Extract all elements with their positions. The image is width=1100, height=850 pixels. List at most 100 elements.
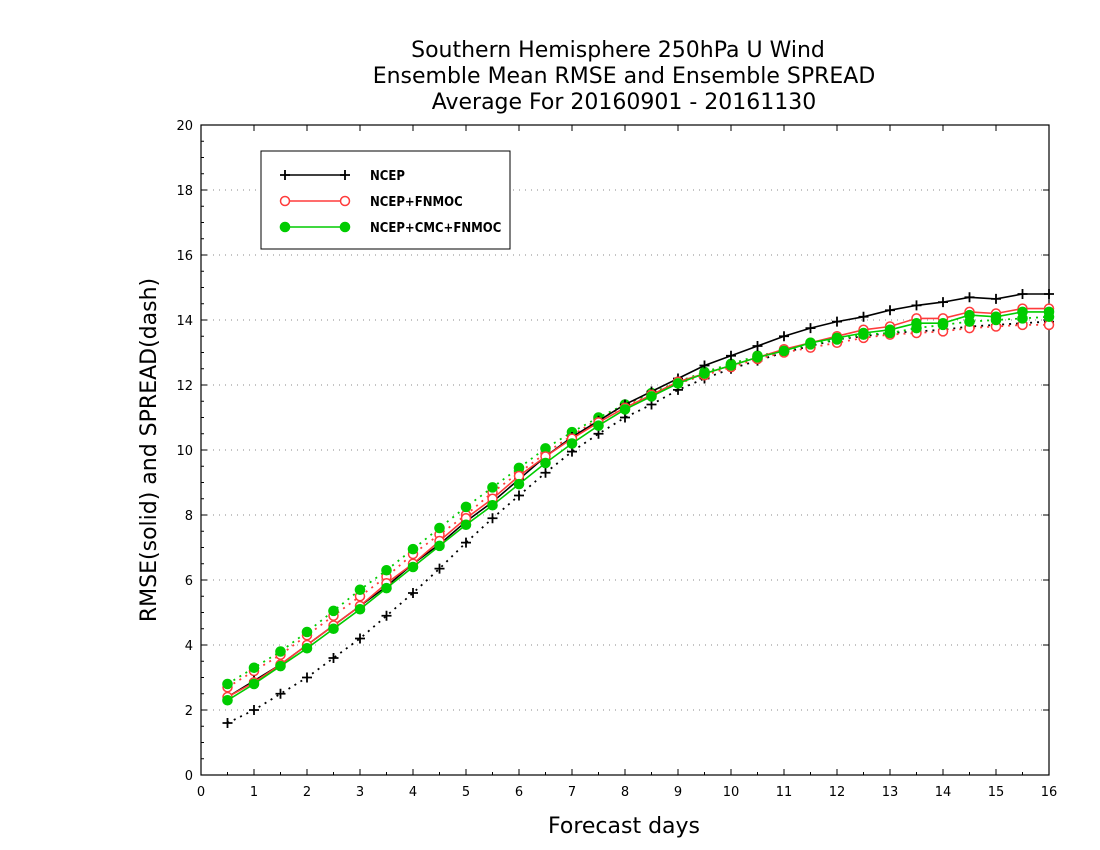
rmse-point [805, 337, 816, 349]
legend-marker-start [279, 195, 291, 207]
rmse-point [434, 540, 445, 552]
rmse-point [328, 623, 339, 635]
x-tick-label: 9 [674, 785, 682, 800]
rmse-point [911, 317, 922, 329]
rmse-point [1017, 289, 1028, 299]
x-axis-label: Forecast days [548, 814, 700, 839]
spread-point [275, 646, 286, 657]
rmse-point [593, 420, 604, 431]
x-tick-label: 0 [197, 785, 205, 800]
y-tick-label: 18 [176, 184, 193, 199]
rmse-line [227, 293, 1049, 698]
rmse-point [672, 378, 684, 389]
y-tick-label: 0 [185, 769, 193, 784]
spread-point [381, 610, 392, 621]
spread-line [227, 315, 1050, 685]
rmse-point [991, 293, 1001, 304]
rmse-point [354, 603, 366, 615]
rmse-point [699, 368, 710, 379]
rmse-point [566, 438, 578, 449]
rmse-point [487, 499, 498, 511]
rmse-point [938, 297, 948, 308]
spread-point [407, 543, 419, 555]
series-ncep-cmc-fnmoc-spread [222, 311, 1055, 690]
rmse-point [964, 309, 975, 321]
spread-point [222, 718, 233, 728]
y-tick-label: 16 [176, 249, 193, 264]
rmse-point [381, 582, 392, 594]
x-tick-label: 4 [409, 785, 417, 800]
rmse-line [227, 307, 1049, 698]
x-tick-label: 11 [776, 785, 793, 800]
rmse-point [1017, 306, 1028, 318]
rmse-point [460, 519, 472, 531]
rmse-point [911, 300, 922, 311]
rmse-point [1044, 289, 1054, 299]
y-tick-label: 4 [185, 639, 193, 654]
chart-title-line-3: Average For 20160901 - 20161130 [432, 90, 817, 115]
rmse-point [858, 311, 869, 322]
rmse-point [222, 694, 233, 706]
series-ncep-cmc-fnmoc-rmse [222, 306, 1055, 706]
spread-point [434, 522, 445, 534]
legend-label-2: NCEP+CMC+FNMOC [370, 221, 501, 236]
rmse-point [248, 678, 260, 690]
rmse-point [805, 323, 816, 334]
rmse-point [1043, 306, 1055, 318]
legend-box [260, 150, 511, 250]
x-tick-label: 5 [462, 785, 470, 800]
y-tick-label: 10 [176, 444, 193, 459]
rmse-point [540, 457, 551, 469]
spread-line [227, 323, 1049, 689]
spread-point [275, 688, 286, 699]
series [222, 289, 1055, 728]
rmse-point [937, 317, 949, 329]
spread-point [487, 513, 498, 524]
series-ncep-fnmoc-rmse [222, 303, 1055, 703]
rmse-point [831, 332, 843, 344]
spread-point [487, 482, 498, 493]
rmse-point [832, 316, 842, 327]
x-tick-label: 1 [250, 785, 258, 800]
spread-point [460, 501, 472, 513]
spread-point [514, 490, 524, 501]
spread-point [408, 588, 418, 598]
spread-point [328, 605, 339, 617]
chart-title-line-1: Southern Hemisphere 250hPa U Wind [411, 38, 825, 63]
series-ncep-spread [222, 316, 1054, 728]
y-tick-label: 6 [185, 574, 193, 589]
x-tick-label: 2 [303, 785, 311, 800]
spread-point [381, 564, 392, 576]
rmse-point [990, 311, 1002, 323]
legend-marker-end [340, 170, 350, 180]
x-tick-label: 15 [988, 785, 1005, 800]
legend-label-0: NCEP [370, 169, 405, 184]
rmse-point [646, 391, 657, 402]
x-tick-label: 6 [515, 785, 523, 800]
x-tick-label: 3 [356, 785, 364, 800]
rmse-point [858, 327, 869, 339]
y-axis-label: RMSE(solid) and SPREAD(dash) [137, 278, 162, 622]
x-tick-label: 8 [621, 785, 629, 800]
spread-point [540, 467, 551, 478]
spread-point [354, 584, 366, 596]
spread-point [222, 678, 233, 690]
spread-line [227, 320, 1050, 724]
rmse-point [619, 404, 631, 415]
rmse-point [752, 341, 763, 351]
rmse-point [884, 324, 896, 336]
rmse-point [725, 360, 737, 371]
spread-point [302, 672, 312, 683]
spread-point [328, 653, 339, 663]
legend-marker-start [280, 170, 290, 180]
spread-point [248, 662, 260, 674]
legend-marker-start [279, 221, 291, 233]
spread-point [249, 705, 259, 715]
rmse-point [301, 642, 313, 654]
legend-marker-end [339, 195, 351, 207]
chart-title-line-2: Ensemble Mean RMSE and Ensemble SPREAD [373, 64, 876, 89]
rmse-point [885, 305, 895, 316]
y-tick-label: 12 [176, 379, 193, 394]
